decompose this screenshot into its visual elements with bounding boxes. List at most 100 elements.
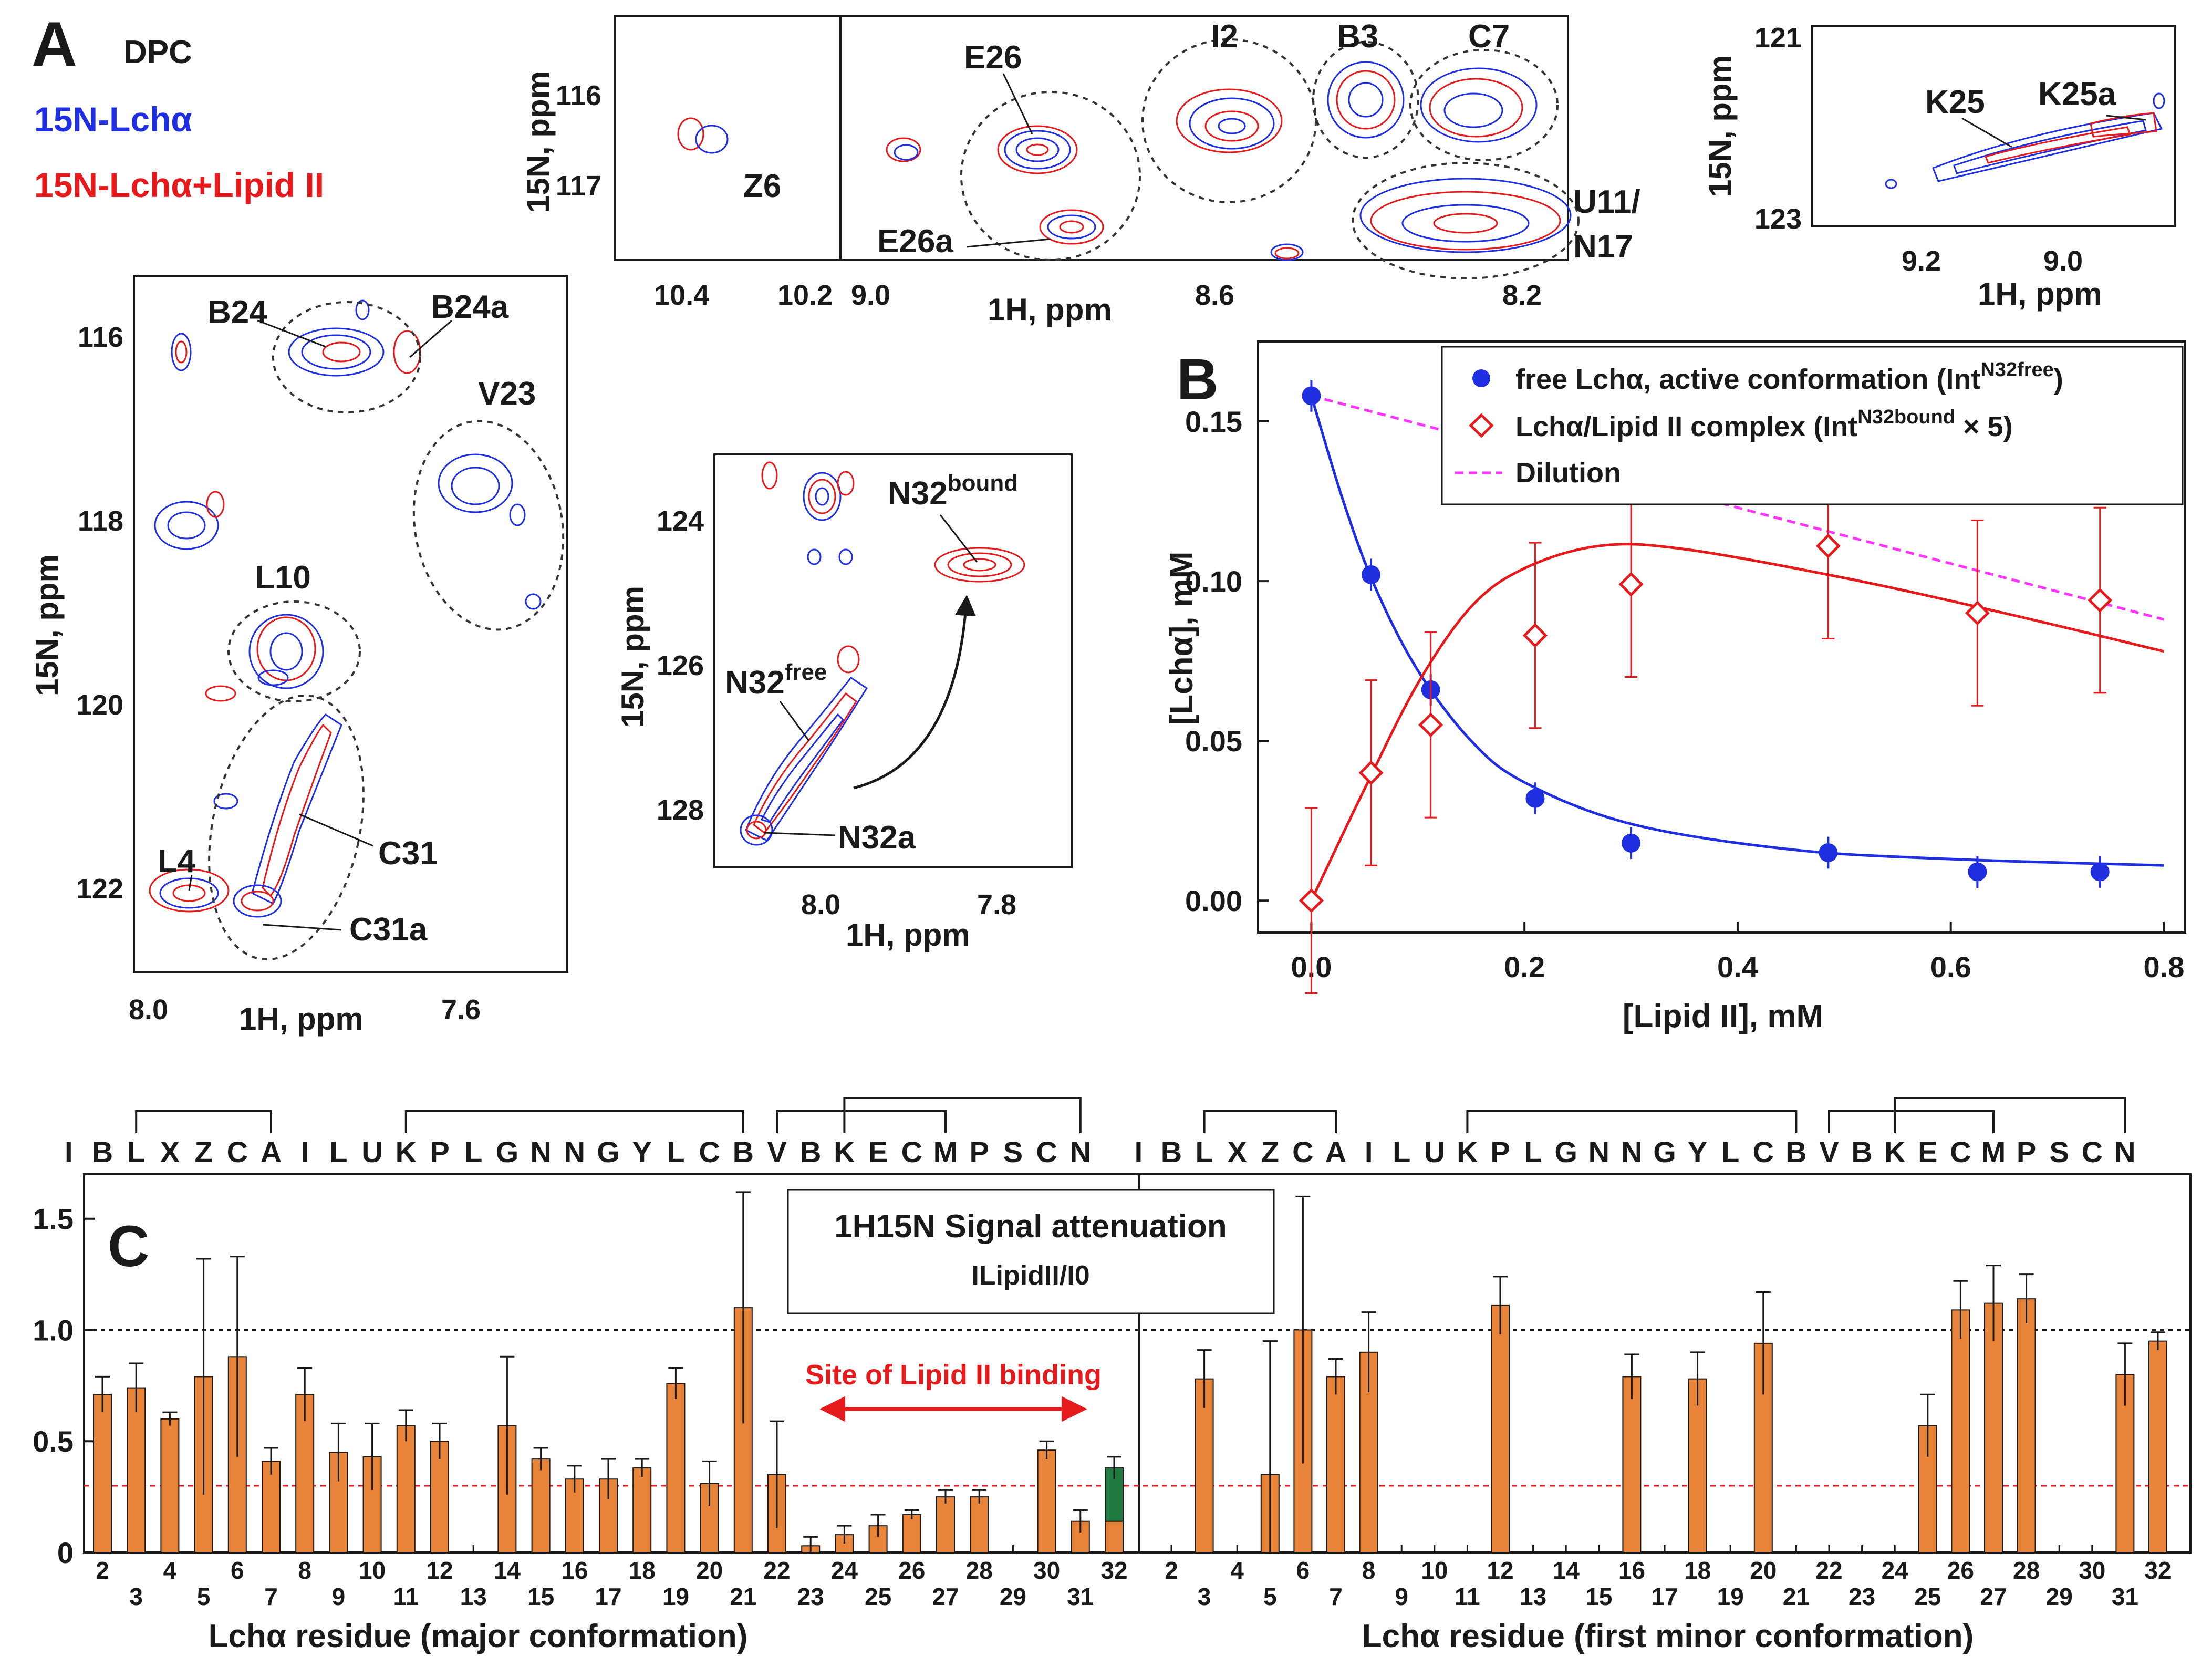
spectrum-top-xtick: 10.4: [654, 279, 709, 311]
x-tick-label: 20: [696, 1557, 723, 1584]
legend-marker-complex: [1469, 413, 1494, 438]
x-tick-label: 32: [2144, 1557, 2171, 1584]
spectrum-right-leaders: [1961, 115, 2146, 148]
y-tick-label: 1.5: [33, 1203, 74, 1236]
free-data-point: [2090, 862, 2110, 882]
y-tick-label: 0.05: [1185, 724, 1242, 758]
x-tick-label: 6: [1296, 1557, 1310, 1584]
complex-data-point: [2088, 588, 2113, 613]
x-tick-label: 6: [231, 1557, 244, 1584]
spectrum-top-xtick: 8.2: [1502, 279, 1542, 311]
peak-label: B24a: [431, 289, 509, 325]
y-tick-label: 1.0: [33, 1313, 74, 1347]
sequence-residue: C: [2082, 1135, 2103, 1168]
sequence-residue: A: [1325, 1135, 1346, 1168]
peak-label: N17: [1573, 229, 1633, 265]
spectrum-right-xtick: 9.2: [1902, 245, 1941, 277]
sequence-residue: C: [1036, 1135, 1057, 1168]
x-tick-label: 11: [1455, 1583, 1480, 1610]
x-tick-label: 24: [1882, 1557, 1909, 1584]
sequence-residue: G: [597, 1135, 620, 1168]
complex-data-point: [1522, 623, 1548, 648]
sequence-residue: P: [430, 1135, 449, 1168]
spectrum-right-xlabel: 1H, ppm: [1978, 276, 2102, 312]
binding-chart: 0.0 0.2 0.4 0.6 0.80.000.050.100.15 [Lipid I…: [1164, 340, 2186, 1034]
sequence-residue: P: [2017, 1135, 2036, 1168]
attenuation-bar: [1688, 1378, 1707, 1553]
sequence-residue: K: [1457, 1135, 1478, 1168]
x-tick-label: 7: [1329, 1583, 1343, 1610]
x-tick-label: 3: [1198, 1583, 1211, 1610]
spectrum-left-ytick: 116: [78, 322, 123, 353]
dilution-line: [1311, 394, 2165, 621]
spectrum-top-leaders: [966, 73, 1051, 248]
x-tick-label: 17: [595, 1583, 621, 1610]
x-tick-label: 27: [1980, 1583, 2007, 1610]
x-tick-label: 18: [1684, 1557, 1711, 1584]
xlabel-major: Lchα residue (major conformation): [209, 1618, 748, 1654]
bridge-connector: [1466, 1110, 1798, 1133]
binding-chart-legend: free Lchα, active conformation (IntN32fr…: [1441, 346, 2184, 505]
sequence-residue: E: [868, 1135, 888, 1168]
spectrum-right-ylabel: 15N, ppm: [1702, 55, 1738, 197]
spectrum-left: 15N, ppm 116 118 120 122 8.0 7.6 1H, ppm: [29, 275, 568, 1037]
legend-entry-complex: Lchα/Lipid II complex (IntN32bound × 5): [1515, 406, 2013, 442]
panel-label-b: B: [1177, 347, 1218, 412]
sequence-residue: B: [1161, 1135, 1182, 1168]
spectrum-left-ytick: 118: [78, 505, 123, 537]
sequence-residue: L: [1721, 1135, 1739, 1168]
sequence-residue: C: [901, 1135, 922, 1168]
sequence-residue: L: [464, 1135, 482, 1168]
free-fit-curve: [1310, 395, 2164, 867]
panel-label-c: C: [108, 1214, 149, 1279]
attenuation-bar: [1491, 1304, 1510, 1553]
sequence-residue: U: [361, 1135, 382, 1168]
peak-label: C31a: [349, 912, 428, 948]
peak-label: N32a: [838, 820, 916, 856]
legend-entry-dilution: Dilution: [1515, 457, 1621, 489]
attenuation-bar: [262, 1461, 281, 1554]
x-tick-label: 26: [898, 1557, 925, 1584]
x-tick-label: 3: [129, 1583, 143, 1610]
x-tick-label: 22: [1815, 1557, 1842, 1584]
x-tick-label: 24: [831, 1557, 858, 1584]
spectrum-middle-ytick: 124: [657, 505, 704, 537]
binding-chart-ylabel: [Lchα], mM: [1164, 552, 1200, 726]
sequence-residue: C: [1753, 1135, 1774, 1168]
y-tick-label: 0.00: [1185, 884, 1242, 917]
spectrum-left-xtick: 8.0: [129, 994, 168, 1026]
spectrum-right-ytick: 121: [1754, 22, 1802, 54]
sequence-residue: L: [1195, 1135, 1213, 1168]
y-tick-label: 0.5: [33, 1425, 74, 1458]
peak-label: K25a: [2038, 76, 2116, 112]
sequence-residue: Z: [194, 1135, 212, 1168]
spectrum-left-regions: [208, 301, 565, 961]
peak-label: Z6: [743, 168, 781, 204]
attenuation-bar: [127, 1387, 146, 1553]
spectrum-right-contours: [1885, 92, 2165, 189]
complex-fit-curve: [1310, 543, 2165, 902]
spectrum-right-frame: [1811, 25, 2176, 227]
peak-label: C31: [378, 835, 438, 872]
attenuation-bar: [936, 1496, 955, 1554]
binding-chart-xlabel: [Lipid II], mM: [1623, 998, 1823, 1034]
complex-data-point: [1815, 533, 1841, 558]
sequence-residue: C: [1292, 1135, 1313, 1168]
x-tick-label: 4: [163, 1557, 177, 1584]
spectrum-top-xtick: 10.2: [777, 279, 833, 311]
peak-label: B24: [207, 294, 267, 330]
x-tick-label: 12: [1487, 1557, 1513, 1584]
attenuation-bar: [160, 1418, 180, 1553]
binding-chart-frame: [1257, 340, 2186, 934]
bridge-connector: [776, 1110, 947, 1133]
y-tick-label: 0.15: [1185, 405, 1242, 438]
spectrum-left-contours: [149, 299, 542, 918]
attenuation-bar: [396, 1425, 416, 1553]
spectrum-top-frame: [614, 15, 1569, 261]
peak-label: L4: [158, 843, 196, 879]
sequence-residue: N: [564, 1135, 585, 1168]
peak-label: V23: [478, 376, 536, 412]
spectrum-top-contours: [677, 61, 1572, 261]
sequence-residue: B: [1785, 1135, 1806, 1168]
x-tick-label: 20: [1750, 1557, 1777, 1584]
